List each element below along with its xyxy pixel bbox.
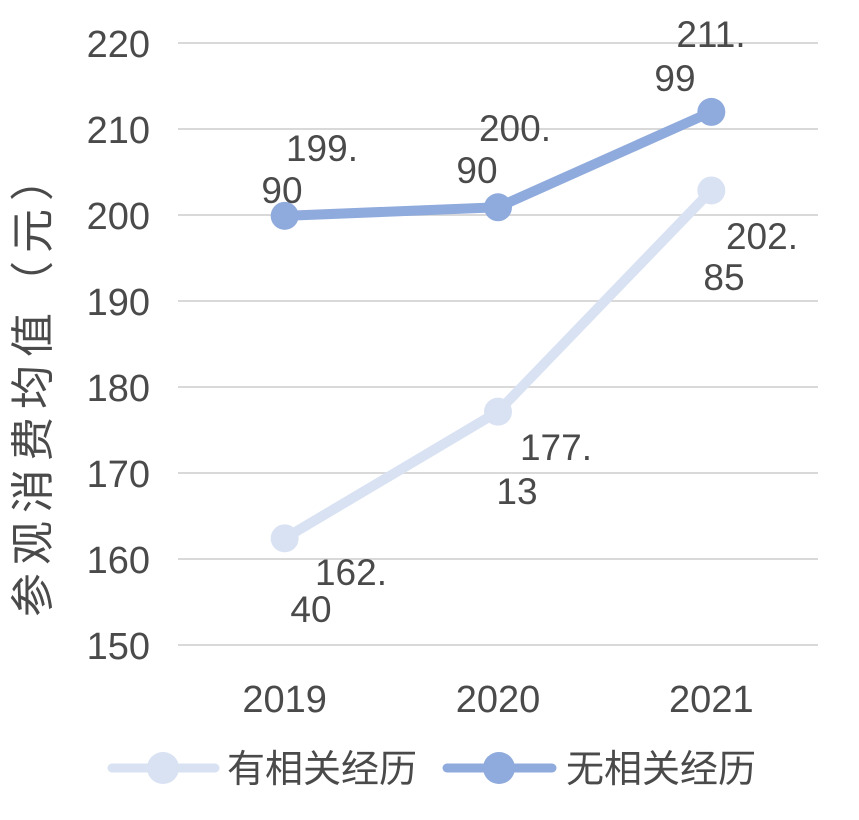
x-axis-tick-label: 2020 <box>456 679 541 721</box>
y-axis-tick-label: 190 <box>87 282 150 324</box>
data-label: 99 <box>654 58 695 99</box>
data-label: 200. <box>479 108 551 149</box>
data-label: 177. <box>520 427 592 468</box>
y-axis-tick-label: 210 <box>87 110 150 152</box>
data-label: 13 <box>496 471 537 512</box>
legend-marker <box>483 752 515 784</box>
y-axis-tick-label: 170 <box>87 454 150 496</box>
data-label: 162. <box>315 552 387 593</box>
data-label: 85 <box>703 257 744 298</box>
legend-label: 有相关经历 <box>227 749 417 791</box>
data-label: 202. <box>726 216 798 257</box>
data-label: 199. <box>286 128 358 169</box>
data-label: 40 <box>290 589 331 630</box>
data-label: 90 <box>261 170 302 211</box>
data-point-marker <box>697 176 726 205</box>
x-axis-tick-label: 2019 <box>242 679 327 721</box>
y-axis-tick-label: 180 <box>87 368 150 410</box>
data-point-marker <box>270 524 299 553</box>
data-label: 90 <box>456 150 497 191</box>
data-point-marker <box>270 201 299 230</box>
y-axis-tick-label: 160 <box>87 540 150 582</box>
data-point-marker <box>484 193 512 222</box>
legend-label: 无相关经历 <box>566 749 756 791</box>
x-axis-tick-label: 2021 <box>669 679 754 721</box>
y-axis-tick-label: 220 <box>87 24 150 66</box>
data-point-marker <box>484 397 512 426</box>
y-axis-title: 参观消费均值（元） <box>9 149 58 617</box>
legend-marker <box>147 752 179 784</box>
y-axis-tick-label: 150 <box>87 626 150 668</box>
data-label: 211. <box>676 14 745 55</box>
y-axis-tick-label: 200 <box>87 196 150 238</box>
data-point-marker <box>697 97 726 126</box>
